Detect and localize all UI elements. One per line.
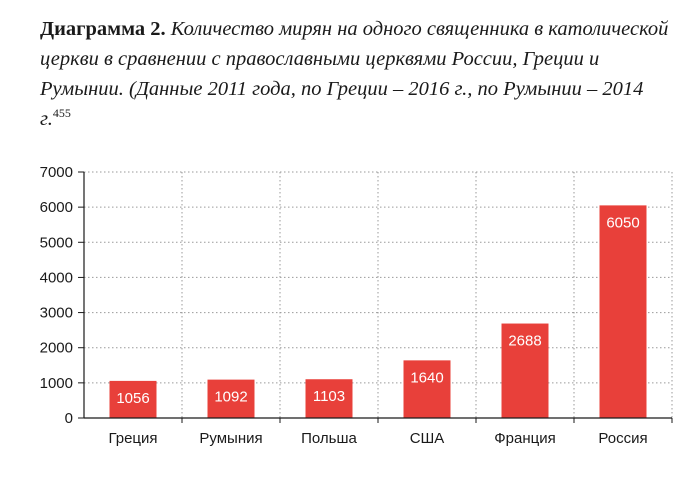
bar: [501, 323, 549, 418]
data-label: 1103: [313, 388, 345, 405]
y-tick-label: 0: [65, 410, 73, 427]
chart-title-text: Количество мирян на одного священника в …: [40, 18, 669, 130]
bar: [109, 380, 157, 418]
category-label: Польша: [301, 430, 357, 447]
y-tick-label: 4000: [40, 269, 73, 286]
y-tick-label: 6000: [40, 199, 73, 216]
y-tick-label: 7000: [40, 164, 73, 181]
bar: [599, 205, 647, 418]
bar: [207, 379, 255, 418]
chart-title-lead: Диаграмма 2.: [40, 18, 166, 40]
data-label: 1092: [214, 389, 247, 406]
category-label: Россия: [598, 430, 647, 447]
category-label: Румыния: [199, 430, 262, 447]
category-label: Франция: [494, 430, 555, 447]
category-label: Греция: [108, 430, 157, 447]
bar: [305, 379, 353, 418]
footnote-marker: 455: [52, 106, 71, 121]
category-label: США: [410, 430, 445, 447]
data-label: 6050: [606, 214, 639, 231]
data-label: 2688: [508, 333, 541, 350]
y-tick-label: 3000: [40, 305, 73, 322]
bar: [403, 360, 451, 418]
data-label: 1056: [116, 390, 149, 407]
y-tick-label: 5000: [40, 234, 73, 251]
data-label: 1640: [410, 369, 443, 386]
y-tick-label: 2000: [40, 340, 73, 357]
y-tick-label: 1000: [40, 375, 73, 392]
chart-title: Диаграмма 2. Количество мирян на одного …: [40, 14, 670, 134]
